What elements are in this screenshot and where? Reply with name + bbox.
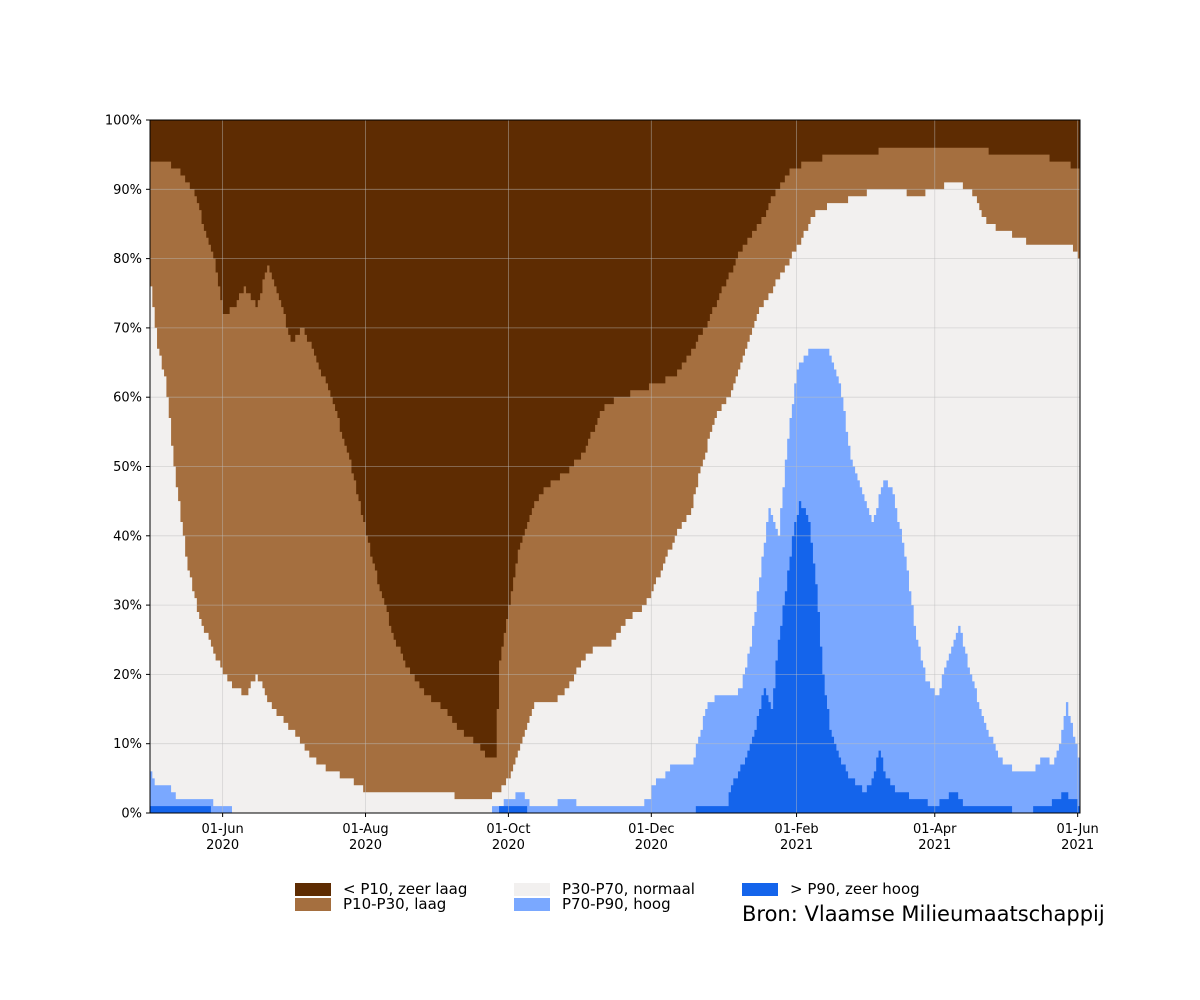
chart-areas	[150, 120, 1080, 814]
x-tick-year-label: 2021	[1061, 838, 1094, 853]
x-tick-year-label: 2020	[206, 838, 239, 853]
y-tick-label: 100%	[105, 114, 142, 129]
x-tick-label: 01-Apr	[913, 822, 957, 837]
x-tick-label: 01-Jun	[1057, 822, 1099, 837]
legend-label: P70-P90, hoog	[562, 895, 671, 913]
x-tick-year-label: 2020	[349, 838, 382, 853]
y-tick-label: 70%	[113, 321, 142, 336]
legend-item-normaal: P30-P70, normaal	[514, 880, 695, 898]
legend-swatch	[295, 882, 331, 896]
y-tick-label: 50%	[113, 460, 142, 475]
y-tick-label: 40%	[113, 529, 142, 544]
legend-swatch	[295, 897, 331, 911]
y-tick-label: 20%	[113, 668, 142, 683]
x-tick-label: 01-Oct	[486, 822, 530, 837]
x-tick-label: 01-Jun	[201, 822, 243, 837]
legend-item-laag: P10-P30, laag	[295, 895, 447, 913]
x-tick-year-label: 2021	[780, 838, 813, 853]
x-tick-label: 01-Feb	[774, 822, 818, 837]
area-p70-p90-hoog	[150, 348, 1080, 813]
x-tick-label: 01-Aug	[342, 822, 388, 837]
x-tick-year-label: 2020	[492, 838, 525, 853]
y-tick-label: 60%	[113, 391, 142, 406]
legend-item-zeer-hoog: > P90, zeer hoog	[742, 880, 920, 898]
source-credit: Bron: Vlaamse Milieumaatschappij	[742, 902, 1105, 926]
y-tick-label: 0%	[121, 807, 142, 822]
x-tick-year-label: 2021	[918, 838, 951, 853]
legend-swatch	[514, 897, 550, 911]
legend-swatch	[742, 882, 778, 896]
y-tick-label: 80%	[113, 252, 142, 267]
x-tick-label: 01-Dec	[628, 822, 674, 837]
legend-swatch	[514, 882, 550, 896]
legend-label: P10-P30, laag	[343, 895, 447, 913]
legend-item-zeer-laag: < P10, zeer laag	[295, 880, 468, 898]
legend: < P10, zeer laag P10-P30, laag P30-P70, …	[295, 879, 920, 915]
y-tick-label: 10%	[113, 737, 142, 752]
legend-label: > P90, zeer hoog	[790, 880, 920, 898]
legend-label: < P10, zeer laag	[343, 880, 468, 898]
legend-item-hoog: P70-P90, hoog	[514, 895, 671, 913]
x-tick-year-label: 2020	[635, 838, 668, 853]
y-axis: 0% 10% 20% 30% 40% 50% 60% 70% 80% 90% 100%	[105, 114, 150, 822]
legend-label: P30-P70, normaal	[562, 880, 695, 898]
y-tick-label: 30%	[113, 599, 142, 614]
x-axis: 01-Jun202001-Aug202001-Oct202001-Dec2020…	[201, 813, 1099, 853]
y-tick-label: 90%	[113, 183, 142, 198]
